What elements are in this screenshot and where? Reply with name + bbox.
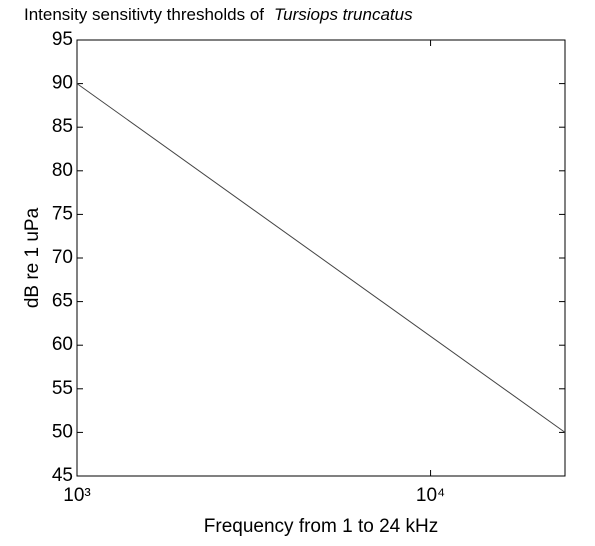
y-tick-label: 55 — [52, 378, 73, 399]
title-text: Intensity sensitivty thresholds of — [24, 5, 264, 24]
y-tick-label: 70 — [52, 247, 73, 268]
y-tick-label: 65 — [52, 291, 73, 312]
y-tick-label: 50 — [52, 421, 73, 442]
chart-title: Intensity sensitivty thresholds of Tursio… — [24, 5, 413, 24]
y-tick-label: 90 — [52, 73, 73, 94]
x-axis-label: Frequency from 1 to 24 kHz — [204, 516, 438, 537]
y-tick-label: 45 — [52, 465, 73, 486]
data-line — [76, 83, 566, 433]
y-tick-label: 95 — [52, 29, 73, 50]
title-species: Tursiops truncatus — [274, 5, 413, 24]
y-tick-label: 80 — [52, 160, 73, 181]
y-tick-label: 60 — [52, 334, 73, 355]
x-tick-label: 10³ — [63, 485, 90, 506]
y-tick-label: 85 — [52, 116, 73, 137]
y-tick-label: 75 — [52, 203, 73, 224]
x-tick-label: 10⁴ — [416, 485, 445, 506]
y-axis-label: dB re 1 uPa — [22, 207, 43, 308]
